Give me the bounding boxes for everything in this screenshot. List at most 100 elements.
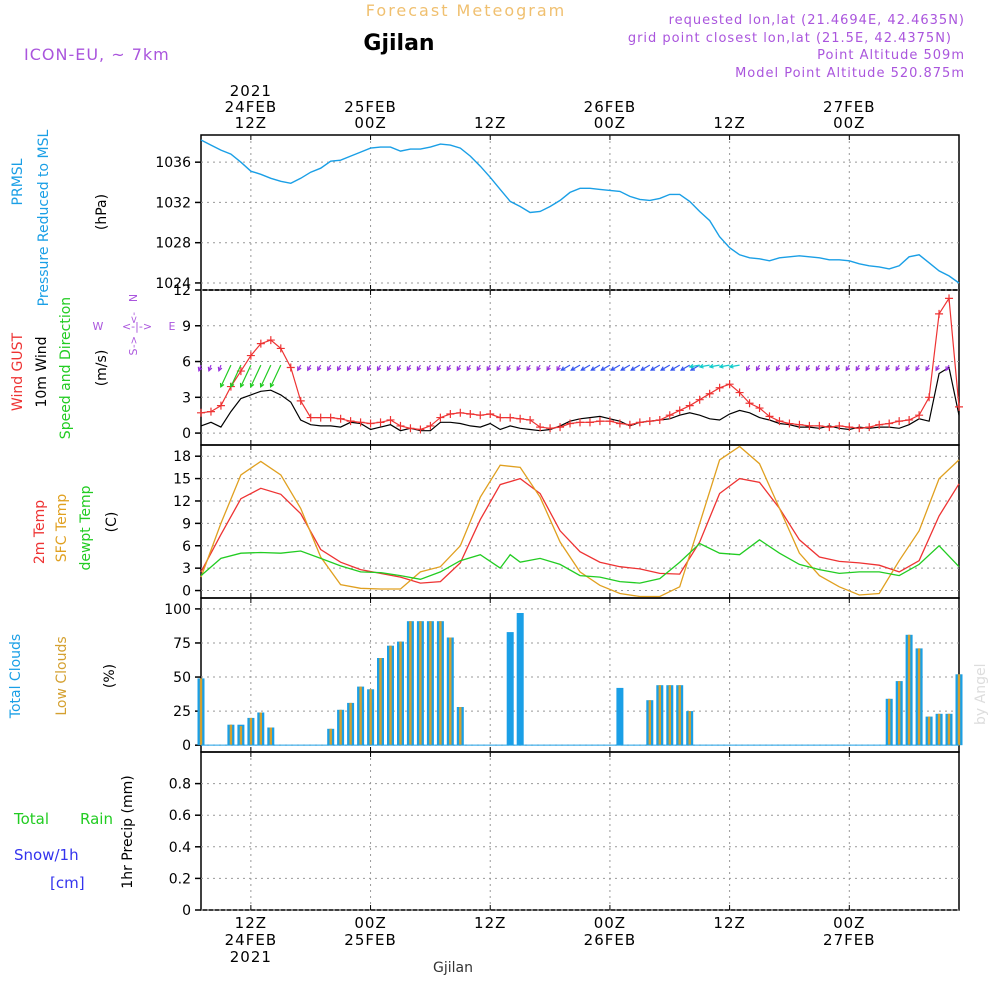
wind-arrow-head: [229, 382, 235, 389]
series-label-2m-temp: 2m Temp: [32, 500, 48, 564]
wind-arrow-head: [815, 366, 821, 372]
gust-marker: [416, 425, 425, 434]
low-cloud-bar: [429, 621, 432, 746]
y-tick-label: 12: [173, 283, 191, 299]
gust-marker: [945, 294, 954, 303]
pressure-series-line: [200, 139, 960, 284]
gust-marker: [685, 401, 694, 410]
wind-arrow-head: [805, 366, 811, 372]
y-tick-label: 1036: [155, 155, 191, 171]
station-title: Gjilan: [363, 31, 434, 56]
pressure-panel: 1024 1028 1032 1036 PRMSL Pressure Reduced to…: [10, 129, 960, 306]
wind-arrow-head: [708, 363, 714, 369]
wind-arrow-head: [620, 366, 626, 371]
wind-arrow-head: [728, 363, 734, 369]
axis-label-precip: 1hr Precip (mm): [120, 775, 136, 888]
wind-arrow-head: [456, 366, 462, 372]
gust-marker: [546, 424, 555, 433]
wind-arrow: [581, 364, 591, 371]
wind-arrow: [630, 364, 641, 371]
series-label-total: Total: [13, 810, 49, 828]
y-tick-label: 1032: [155, 195, 191, 211]
gust-marker: [536, 423, 545, 432]
gust-marker: [595, 417, 604, 426]
model-altitude: Model Point Altitude 520.875m: [735, 66, 965, 81]
wind-arrow: [220, 364, 232, 388]
wind-arrow-head: [945, 366, 950, 372]
wind-panel: 0 3 6 9 12 Wind GUST 10m Wind Speed and Directi…: [10, 283, 963, 446]
top-axis-label: 25FEB: [344, 98, 396, 116]
gust-marker: [905, 415, 914, 424]
compass-arrow-up: <-: [129, 312, 140, 324]
wind-arrow: [680, 364, 691, 371]
wind-arrow-head: [426, 366, 432, 372]
low-cloud-bar: [907, 634, 911, 746]
gust-marker: [246, 351, 255, 360]
gust-marker: [466, 410, 475, 418]
gust-marker: [625, 420, 634, 429]
clouds-panel: 0 25 50 75 100 Total Clouds Low Clouds (%): [8, 597, 963, 754]
bottom-axis-label: 00Z: [594, 914, 626, 932]
temp-series-line: [200, 477, 960, 584]
low-cloud-bar: [349, 702, 352, 746]
wind-arrow: [699, 364, 710, 368]
gust-marker: [805, 421, 814, 430]
y-tick-label: 0: [182, 584, 191, 600]
point-altitude: Point Altitude 509m: [817, 48, 965, 63]
gust-marker: [406, 424, 415, 433]
panel-frame: [200, 751, 960, 911]
wind-arrow-head: [895, 366, 900, 372]
gust-marker: [795, 420, 804, 429]
bottom-axis-label: 27FEB: [823, 931, 875, 949]
y-tick-label: 6: [182, 355, 191, 371]
wind-arrow-head: [640, 366, 646, 371]
series-label-wind-gust: Wind GUST: [10, 332, 26, 411]
wind-arrow: [610, 364, 621, 371]
wind-arrow: [719, 364, 730, 368]
gust-marker: [755, 404, 764, 413]
top-axis-label: 12Z: [474, 114, 506, 132]
panel-frame: [200, 134, 960, 291]
low-cloud-bar: [917, 648, 921, 746]
wind-gust-line: [200, 296, 960, 431]
wind-arrow-head: [416, 366, 422, 372]
axis-label-ms: (m/s): [94, 350, 110, 387]
wind-arrow-head: [600, 366, 606, 371]
gust-marker: [725, 380, 734, 389]
gust-marker: [635, 418, 644, 427]
gust-marker: [855, 424, 864, 433]
series-label-pressure-msl: Pressure Reduced to MSL: [36, 129, 52, 306]
y-tick-label: 100: [164, 602, 191, 618]
wind-arrow-head: [556, 366, 561, 372]
wind-arrow-head: [486, 366, 492, 372]
wind-arrow: [660, 364, 671, 371]
wind-arrow-head: [935, 366, 940, 372]
series-label-total-clouds: Total Clouds: [8, 634, 24, 719]
axis-label-c: (C): [104, 512, 120, 533]
low-cloud-bar: [439, 621, 442, 746]
gust-marker: [516, 414, 525, 423]
wind-arrow-head: [670, 366, 676, 371]
gust-marker: [426, 421, 435, 430]
gust-marker: [615, 419, 624, 428]
gust-marker: [506, 413, 515, 422]
y-tick-label: 1024: [155, 276, 191, 292]
top-axis-label: 24FEB: [225, 98, 277, 116]
gust-marker: [256, 339, 265, 348]
wind-arrow-head: [506, 366, 511, 372]
y-tick-label: 0: [182, 426, 191, 442]
gust-marker: [825, 423, 834, 432]
wind-arrow-head: [885, 366, 890, 372]
wind-arrow-head: [496, 366, 501, 372]
low-cloud-bar: [947, 713, 951, 746]
wind-arrow-head: [346, 366, 352, 372]
low-cloud-bar: [269, 727, 272, 746]
total-cloud-bar: [516, 613, 524, 746]
compass-s: S: [127, 348, 140, 355]
wind-arrow-head: [376, 366, 382, 372]
low-cloud-bar: [927, 716, 931, 746]
gust-marker: [216, 401, 225, 410]
wind-arrow: [591, 364, 601, 371]
wind-arrow-head: [570, 366, 576, 371]
compass-w: W: [93, 320, 104, 333]
